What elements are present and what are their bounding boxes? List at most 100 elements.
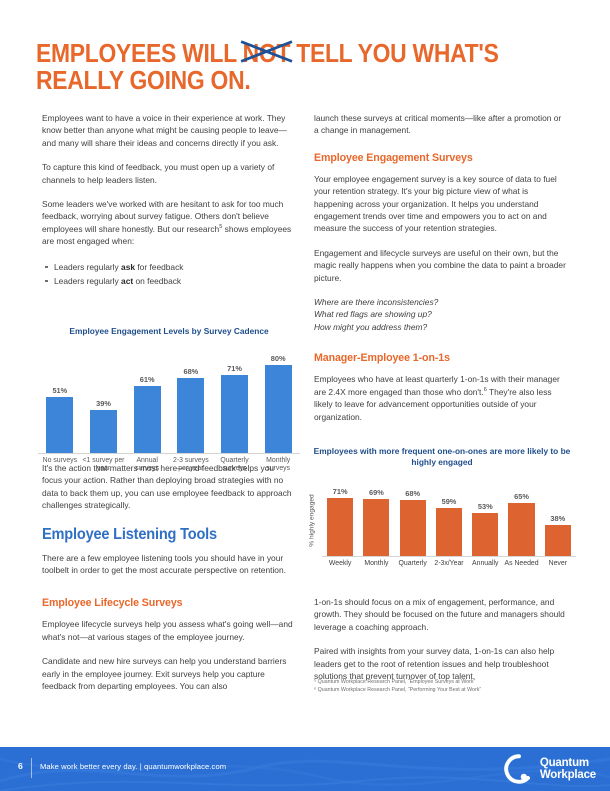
- chart-bar: [264, 365, 292, 453]
- chart-bar-value-label: 39%: [96, 399, 111, 409]
- chart-x-tick-labels: Weekly Monthly Quarterly 2-3x/Year Annually A…: [322, 560, 576, 568]
- chart-x-tick-label: Monthly surveys: [266, 456, 291, 473]
- bullet-2-pre: Leaders regularly: [54, 275, 122, 286]
- right-paragraph-4-text-a: Employees who have at least quarterly 1-…: [314, 374, 560, 397]
- chart-bar: [544, 524, 571, 556]
- chart-bar-value-label: 69%: [369, 488, 384, 498]
- chart-y-axis-label-text: % highly engaged: [308, 493, 316, 547]
- page-title: EMPLOYEES WILL NOT TELL YOU WHAT'S REALL…: [36, 40, 511, 94]
- chart-bar-value-label: 71%: [227, 363, 242, 373]
- footnotes: ⁵ Quantum Workplace Research Panel, “Emp…: [314, 678, 568, 694]
- chart-x-tick-label: Quarterly: [398, 559, 427, 567]
- list-item: Leaders regularly act on feedback: [45, 274, 296, 288]
- footnote-6: ⁶ Quantum Workplace Research Panel, “Per…: [314, 687, 482, 694]
- right-paragraph-5: 1-on-1s should focus on a mix of engagem…: [314, 597, 565, 632]
- chart-one-on-one-frequency: Employees with more frequent one-on-ones…: [308, 446, 576, 568]
- right-paragraph-2: Your employee engagement survey is a key…: [314, 173, 557, 234]
- chart-bar: [46, 396, 74, 453]
- right-paragraph-4: Employees who have at least quarterly 1-…: [314, 373, 568, 423]
- logo-wordmark: Quantum Workplace: [540, 757, 596, 782]
- chart-bars: 51% 39% 61% 68% 71% 80%: [38, 343, 300, 453]
- chart-bar-value-label: 38%: [550, 513, 566, 523]
- footer-swirl-decoration: [0, 757, 610, 791]
- page-title-line1-post: TELL YOU WHAT'S: [290, 38, 499, 68]
- italic-question-2: What red flags are showing up?: [314, 309, 432, 320]
- quantum-q-mark-icon: [504, 754, 530, 784]
- footnote-5: ⁵ Quantum Workplace Research Panel, “Emp…: [314, 679, 476, 685]
- chart-bar-value-label: 61%: [139, 374, 155, 384]
- italic-question-3: How might you address them?: [314, 321, 428, 332]
- footnote-marker-5: 5: [219, 224, 223, 231]
- footnote-marker-6: 6: [483, 386, 487, 393]
- page-footer: 6 Make work better every day. | quantumw…: [0, 747, 610, 791]
- left-paragraph-3-text-b: shows employees are most engaged when:: [42, 223, 292, 247]
- right-paragraph-1: launch these surveys at critical moments…: [314, 113, 562, 136]
- logo-line-1: Quantum: [539, 756, 589, 769]
- struck-word-not: NOT: [240, 38, 293, 68]
- heading-employee-lifecycle-surveys: Employee Lifecycle Surveys: [42, 597, 183, 610]
- chart-bar-group: 71%: [322, 474, 358, 556]
- chart-bar-group: 39%: [82, 343, 126, 453]
- chart-title: Employee Engagement Levels by Survey Cad…: [69, 326, 269, 336]
- chart-bar-group: 68%: [395, 474, 431, 556]
- chart-bars: 71% 69% 68% 59% 53% 65% 38%: [322, 474, 576, 556]
- chart-bar-group: 51%: [38, 343, 82, 453]
- chart-x-tick-label: 2-3 surveys per year: [173, 456, 209, 473]
- left-paragraph-3: Some leaders we've worked with are hesit…: [42, 198, 296, 248]
- chart-x-tick-label: Annually: [472, 559, 499, 567]
- chart-x-tick-label: <1 survey per year: [82, 456, 125, 473]
- chart-bar: [399, 500, 426, 556]
- quantum-workplace-logo: Quantum Workplace: [504, 754, 596, 784]
- chart-bar-value-label: 65%: [514, 491, 529, 501]
- chart-bar-group: 69%: [358, 474, 394, 556]
- chart-y-axis-label: % highly engaged: [306, 474, 318, 566]
- chart-bar: [435, 507, 463, 556]
- chart-bar-group: 68%: [169, 343, 213, 453]
- chart-bar-value-label: 80%: [270, 354, 286, 363]
- page-title-line1-pre: EMPLOYEES WILL: [36, 38, 243, 68]
- left-paragraph-2: To capture this kind of feedback, you mu…: [42, 162, 275, 185]
- right-paragraph-3: Engagement and lifecycle surveys are use…: [314, 247, 566, 283]
- chart-bar: [133, 385, 161, 453]
- bullet-1-bold: ask: [121, 261, 136, 272]
- list-item: Leaders regularly ask for feedback: [45, 260, 296, 274]
- chart-x-axis: [322, 556, 576, 557]
- chart-bar-group: 38%: [540, 474, 576, 556]
- footer-divider: [31, 758, 32, 778]
- struck-word-text: NOT: [242, 38, 291, 68]
- chart-x-tick-labels: No surveys <1 survey per year Annual surve…: [38, 457, 300, 474]
- chart-bar: [508, 502, 535, 556]
- right-column-lower: 1-on-1s should focus on a mix of engagem…: [314, 596, 568, 682]
- chart-bar: [177, 378, 205, 453]
- page-title-line2: REALLY GOING ON.: [36, 65, 251, 95]
- right-paragraph-4-text-b: They're also less likely to leave for ad…: [314, 386, 552, 422]
- left-paragraph-4: It's the action that matters most here—a…: [42, 463, 292, 511]
- chart-bar-value-label: 53%: [477, 501, 493, 511]
- chart-x-tick-label: Annual surveys: [135, 456, 160, 473]
- bullet-2-post: on feedback: [133, 275, 182, 286]
- footer-tagline: Make work better every day. | quantumwor…: [40, 762, 227, 771]
- page-number: 6: [18, 761, 23, 771]
- logo-line-2: Workplace: [539, 769, 596, 781]
- chart-bar-group: 65%: [503, 474, 539, 556]
- chart-survey-cadence: Employee Engagement Levels by Survey Cad…: [38, 326, 300, 474]
- right-paragraph-6: Paired with insights from your survey da…: [314, 646, 555, 682]
- heading-manager-employee-1on1s: Manager-Employee 1-on-1s: [314, 352, 450, 365]
- chart-bar-value-label: 71%: [332, 486, 348, 496]
- left-paragraph-1: Employees want to have a voice in their …: [42, 113, 287, 148]
- chart-x-tick-label: As Needed: [504, 559, 539, 567]
- engagement-bullet-list: Leaders regularly ask for feedback Leade…: [42, 260, 296, 288]
- chart-bar: [220, 374, 249, 453]
- left-paragraph-6: Employee lifecycle surveys help you asse…: [42, 619, 293, 642]
- chart-bar-value-label: 51%: [52, 385, 68, 395]
- chart-bar: [327, 497, 354, 556]
- chart-x-tick-label: Monthly: [364, 559, 389, 567]
- italic-question-1: Where are there inconsistencies?: [314, 297, 439, 308]
- chart-x-tick-label: 2-3x/Year: [434, 559, 464, 567]
- left-column: Employees want to have a voice in their …: [42, 112, 296, 288]
- chart-x-tick-label: Never: [548, 559, 568, 567]
- left-paragraph-7: Candidate and new hire surveys can help …: [42, 656, 287, 692]
- left-paragraph-3-text-a: Some leaders we've worked with are hesit…: [42, 199, 284, 234]
- chart-plot-area: 51% 39% 61% 68% 71% 80%: [38, 343, 300, 453]
